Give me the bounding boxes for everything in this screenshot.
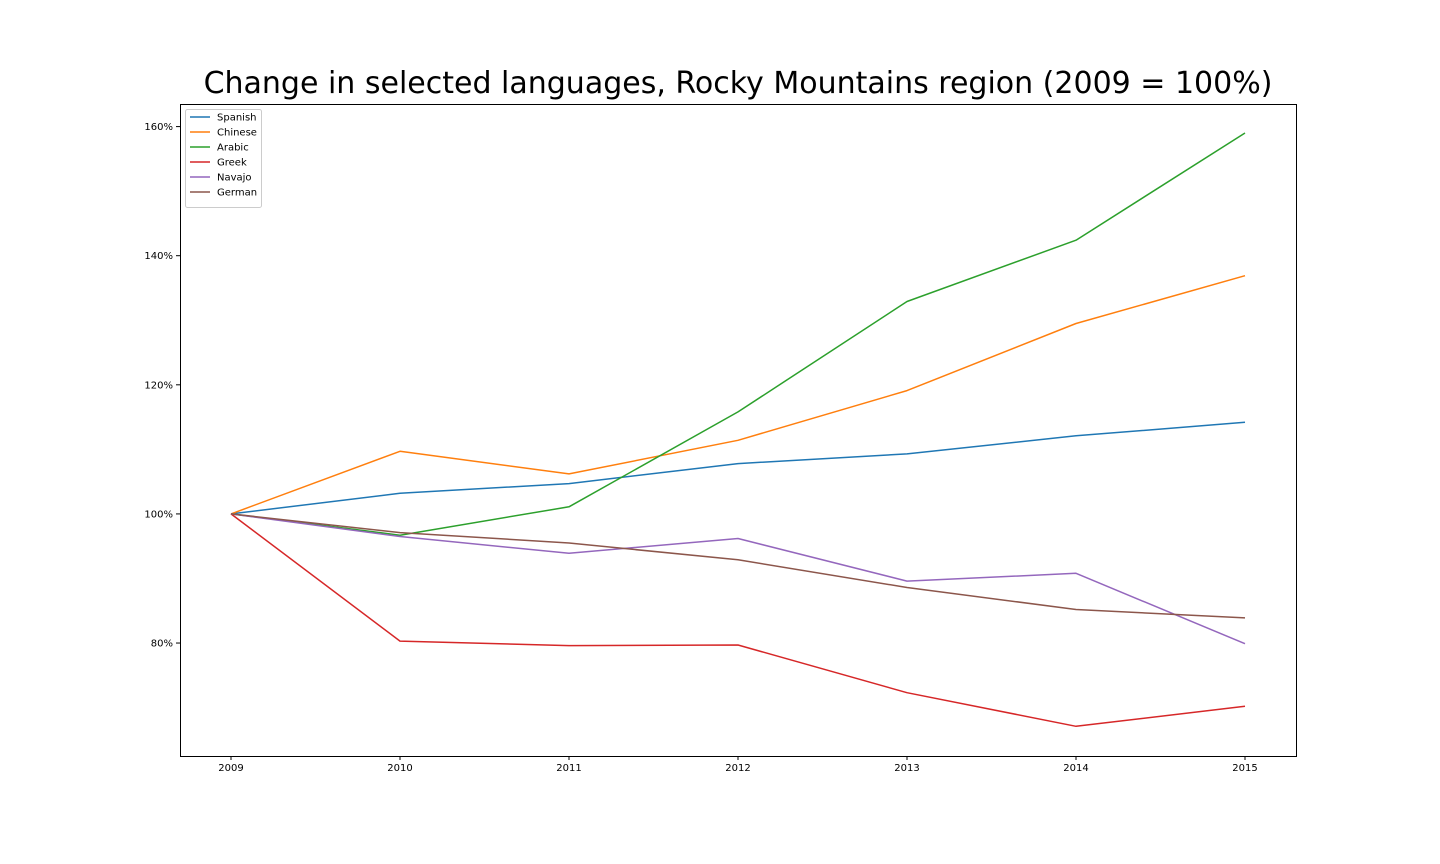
- y-tick-label: 160%: [144, 122, 173, 133]
- series-line-navajo: [230, 513, 1246, 645]
- x-tick-label: 2014: [1063, 763, 1088, 774]
- legend-label-greek: Greek: [217, 158, 247, 169]
- legend-label-arabic: Arabic: [217, 143, 249, 154]
- chart-title: Change in selected languages, Rocky Moun…: [203, 66, 1273, 101]
- x-tick-label: 2011: [556, 763, 581, 774]
- legend-label-navajo: Navajo: [217, 173, 252, 184]
- y-tick-label: 120%: [144, 380, 173, 391]
- x-tick-label: 2009: [218, 763, 243, 774]
- y-tick-label: 100%: [144, 509, 173, 520]
- series-line-arabic: [230, 132, 1246, 536]
- x-tick-label: 2010: [387, 763, 412, 774]
- legend-label-german: German: [217, 188, 257, 199]
- series-layer: [230, 132, 1246, 728]
- y-tick-label: 80%: [151, 639, 173, 650]
- series-line-greek: [230, 513, 1246, 728]
- legend-label-spanish: Spanish: [217, 113, 257, 124]
- legend-box: [185, 109, 262, 208]
- y-tick-label: 140%: [144, 251, 173, 262]
- axis-layer: 2009 2010 2011 2012 2013 2014 2015 80% 100% 120% 1…: [144, 122, 1257, 774]
- legend-label-chinese: Chinese: [217, 128, 257, 139]
- legend: Spanish Chinese Arabic Greek Navajo German: [185, 109, 262, 208]
- x-tick-label: 2013: [894, 763, 919, 774]
- series-line-chinese: [230, 274, 1246, 515]
- series-line-german: [230, 513, 1246, 619]
- plot-area-frame: [180, 104, 1297, 757]
- x-tick-label: 2012: [725, 763, 750, 774]
- x-tick-label: 2015: [1232, 763, 1257, 774]
- series-line-spanish: [230, 421, 1246, 515]
